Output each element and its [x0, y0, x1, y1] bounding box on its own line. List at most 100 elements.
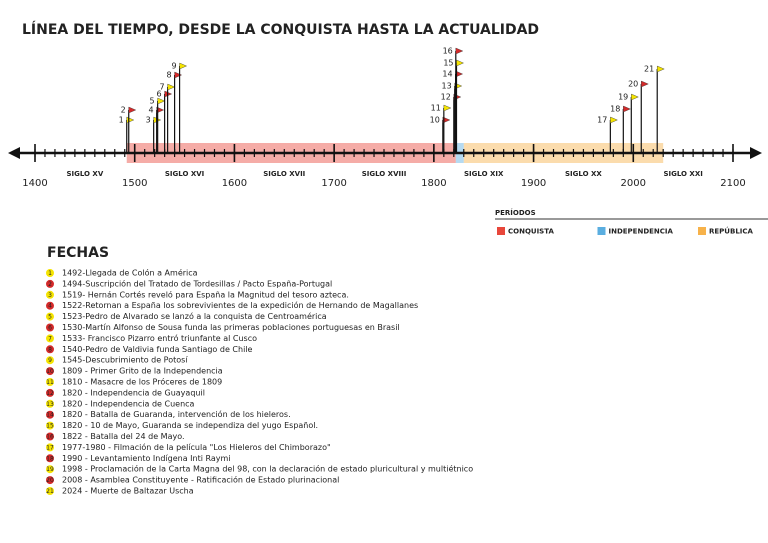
year-label: 2100	[720, 178, 745, 189]
flag-number: 3	[146, 116, 151, 125]
flag-number: 5	[150, 97, 155, 106]
marker-number: 16	[46, 434, 54, 441]
century-label: SIGLO XVII	[263, 170, 305, 178]
event: 1492-Llegada de Colón a América	[62, 268, 198, 278]
flag-number: 18	[610, 105, 620, 114]
flag	[157, 97, 166, 105]
list-marker	[46, 443, 54, 452]
marker-number: 13	[46, 401, 54, 408]
list-marker	[46, 312, 54, 321]
list-title: FECHAS	[47, 245, 109, 261]
marker-number: 5	[48, 314, 52, 321]
event: 2024 - Muerte de Baltazar Uscha	[62, 487, 194, 496]
flag-number: 11	[431, 104, 441, 113]
flag	[657, 65, 665, 73]
event: 1822 - Batalla del 24 de Mayo.	[62, 432, 185, 441]
flag-number: 1	[119, 116, 124, 125]
marker-number: 9	[48, 357, 52, 364]
event: 1523-Pedro de Alvarado se lanzó a la con…	[62, 311, 327, 321]
list-marker	[46, 334, 54, 343]
list-marker	[46, 410, 54, 419]
event: 1540-Pedro de Valdivia funda Santiago de…	[62, 345, 253, 354]
list-marker	[46, 454, 54, 463]
century-label: SIGLO XIX	[464, 170, 504, 178]
flag-number: 21	[644, 65, 654, 74]
flag-number: 20	[628, 80, 638, 89]
flag	[443, 104, 452, 112]
list-marker	[46, 290, 54, 299]
marker-number: 15	[46, 423, 54, 430]
event: 1998 - Proclamación de la Carta Magna de…	[62, 464, 473, 474]
century-label: SIGLO XV	[66, 170, 103, 178]
event: 1533- Francisco Pizarro entró triunfante…	[62, 333, 257, 343]
marker-number: 12	[46, 390, 54, 397]
flag	[456, 59, 465, 67]
event: 1545-Descubrimiento de Potosí	[62, 356, 188, 365]
event: 1977-1980 - Filmación de la película "Lo…	[62, 442, 331, 452]
list-marker	[46, 279, 54, 288]
list-marker	[46, 269, 54, 277]
marker-number: 1	[48, 270, 52, 277]
year-label: 1400	[22, 178, 47, 189]
flag	[179, 62, 188, 70]
year-label: 1700	[321, 178, 346, 189]
century-label: SIGLO XX	[565, 170, 602, 178]
marker-number: 17	[46, 444, 54, 451]
title: LÍNEA DEL TIEMPO, DESDE LA CONQUISTA HAS…	[22, 21, 539, 38]
event: 1820 - Batalla de Guaranda, intervención…	[62, 409, 291, 419]
flag-number: 6	[157, 90, 162, 99]
century-label: SIGLO XXI	[663, 170, 702, 178]
event: 2008 - Asamblea Constituyente - Ratifica…	[62, 475, 339, 485]
legend-swatch	[597, 227, 606, 235]
year-label: 1800	[421, 178, 446, 189]
marker-number: 21	[46, 488, 54, 495]
legend-label: INDEPENDENCIA	[609, 228, 674, 236]
legend-label: CONQUISTA	[508, 228, 554, 236]
legend-label: REPÚBLICA	[709, 227, 754, 236]
flag-number: 17	[597, 116, 607, 125]
legend-swatch	[497, 227, 505, 235]
flag-number: 7	[160, 83, 165, 92]
event: 1519- Hernán Cortés reveló para España l…	[62, 289, 349, 299]
year-label: 1600	[222, 178, 247, 189]
event: 1820 - Independencia de Cuenca	[62, 399, 195, 408]
flag-number: 19	[618, 93, 628, 102]
event: 1809 - Primer Grito de la Independencia	[62, 367, 223, 376]
century-label: SIGLO XVI	[165, 170, 204, 178]
list-marker	[46, 301, 54, 310]
flag	[455, 47, 464, 55]
event: 1990 - Levantamiento Indígena Inti Raymi	[62, 454, 231, 463]
flag	[128, 106, 137, 114]
flag	[610, 116, 618, 124]
marker-number: 4	[48, 303, 52, 310]
event: 1820 - Independencia de Guayaquil	[62, 388, 205, 397]
marker-number: 14	[46, 412, 54, 419]
list-marker	[46, 378, 54, 386]
year-label: 1900	[521, 178, 546, 189]
flag	[174, 71, 183, 79]
marker-number: 11	[46, 379, 54, 386]
list-marker	[46, 476, 54, 485]
marker-number: 7	[48, 335, 52, 342]
marker-number: 10	[46, 368, 54, 375]
flag	[126, 116, 135, 124]
list-marker	[46, 432, 54, 441]
event: 1530-Martín Alfonso de Sousa funda las p…	[62, 323, 400, 332]
marker-number: 20	[46, 477, 54, 484]
list-marker	[46, 421, 54, 430]
list-marker	[46, 465, 54, 474]
marker-number: 2	[48, 281, 52, 288]
flag-number: 8	[167, 71, 172, 80]
periods-title: PERÍODOS	[495, 208, 536, 217]
event: 1810 - Masacre de los Próceres de 1809	[62, 377, 222, 387]
flag-number: 2	[121, 106, 126, 115]
flag	[631, 93, 639, 101]
flag-number: 13	[442, 82, 452, 91]
list-marker	[46, 388, 54, 397]
marker-number: 6	[48, 325, 52, 332]
flag-number: 15	[443, 59, 453, 68]
flag	[167, 83, 176, 91]
event: 1522-Retornan a España los sobreviviente…	[62, 300, 418, 310]
